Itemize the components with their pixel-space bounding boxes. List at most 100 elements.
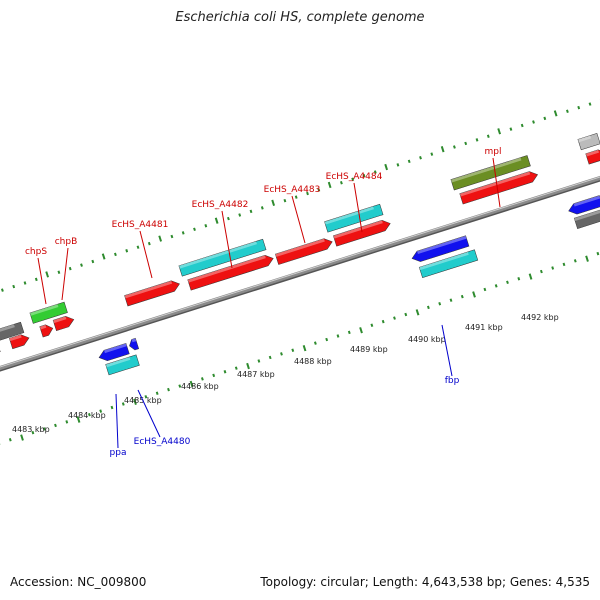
lower-minor-tick (212, 373, 216, 378)
gene-EcHS_A4482-cyan (178, 238, 267, 277)
lower-minor-tick (280, 352, 283, 356)
cds-EcHS_A4481-body (124, 280, 180, 307)
cds-ppa (98, 343, 130, 362)
scale-label: 4486 kbp (181, 382, 219, 391)
lower-minor-tick (494, 284, 498, 288)
upper-minor-tick (136, 245, 140, 249)
gene-gray-left-highlight (0, 324, 15, 339)
gene-label: EcHS_A4484 (326, 172, 383, 182)
backbone-line (0, 175, 600, 371)
upper-minor-tick (260, 206, 264, 210)
cds-right-highlight (585, 149, 599, 157)
gene-right-gray (573, 207, 600, 229)
lower-minor-tick (381, 319, 385, 324)
gene-label: mpl (485, 147, 502, 157)
lower-minor-tick (562, 262, 566, 267)
gene-right-lightgray-body (577, 133, 600, 151)
lower-minor-tick (313, 341, 317, 345)
upper-minor-tick (204, 223, 208, 228)
cds-EcHS_A4484-highlight (333, 220, 383, 239)
upper-minor-tick (396, 163, 400, 167)
upper-minor-tick (509, 127, 513, 131)
gene-right-lightgray (577, 133, 600, 151)
upper-minor-tick (306, 191, 309, 196)
label-leader (291, 195, 306, 244)
gene-labels: chpS chpB EcHS_A4481 EcHS_A4482 EcHS_A4483 Ec… (25, 147, 502, 458)
lower-minor-tick (268, 355, 272, 360)
cds-mpl-highlight (459, 171, 531, 197)
upper-minor-tick (170, 234, 174, 239)
upper-minor-tick (419, 156, 422, 160)
upper-minor-tick (294, 195, 298, 199)
cds-left-2 (8, 334, 30, 350)
lower-minor-tick (87, 412, 91, 417)
cds-right-blue (568, 195, 600, 215)
lower-minor-tick (404, 312, 408, 317)
upper-major-tick (440, 145, 445, 153)
upper-minor-tick (125, 249, 129, 253)
lower-minor-tick (110, 405, 114, 410)
cds-right-blue-body (568, 195, 600, 215)
lower-minor-tick (121, 402, 125, 406)
cds-EcHS_A4484-body (332, 220, 391, 247)
lower-minor-tick (325, 337, 329, 342)
lower-major-tick (189, 380, 194, 388)
lower-major-tick (76, 416, 81, 423)
gene-gray-left-body (0, 321, 25, 347)
lower-minor-tick (291, 348, 295, 353)
lower-minor-tick (483, 287, 487, 292)
lower-minor-tick (336, 334, 340, 338)
label-leader (137, 389, 161, 438)
gene-label: chpB (55, 237, 78, 247)
upper-minor-tick (23, 281, 27, 285)
upper-minor-tick (193, 227, 196, 232)
upper-minor-tick (430, 152, 434, 156)
scale-label: 4489 kbp (350, 345, 388, 354)
lower-minor-tick (551, 266, 555, 270)
upper-minor-tick (475, 138, 479, 142)
label-leader (139, 230, 153, 279)
cds-chpB (52, 316, 75, 332)
scale-label: 4492 kbp (521, 313, 559, 322)
gene-label: EcHS_A4480 (134, 437, 191, 447)
upper-minor-tick (464, 141, 468, 146)
lower-minor-tick (223, 370, 227, 374)
lower-minor-tick (460, 294, 464, 299)
upper-minor-tick (91, 259, 95, 264)
lower-major-tick (359, 327, 363, 334)
cds-fbp (411, 235, 470, 262)
upper-major-tick (214, 217, 219, 224)
lower-major-tick (302, 344, 307, 352)
lower-minor-tick (42, 427, 46, 431)
cds-chpS-body (39, 324, 54, 338)
label-leader (353, 182, 363, 233)
gene-fbp-cyan-body (418, 249, 479, 279)
gene-label: EcHS_A4483 (264, 185, 321, 195)
upper-minor-tick (373, 170, 377, 174)
lower-minor-tick (539, 269, 543, 274)
cds-EcHS_A4484 (332, 220, 391, 247)
gene-EcHS_A4484-cyan-highlight (324, 206, 374, 225)
gene-mpl-olive-body (450, 155, 531, 191)
cds-EcHS_A4481-highlight (124, 280, 173, 299)
lower-minor-tick (257, 359, 261, 363)
upper-minor-tick (68, 266, 72, 271)
upper-minor-tick (249, 209, 253, 214)
upper-minor-tick (12, 284, 16, 289)
gene-label: fbp (445, 376, 460, 386)
gene-EcHS_A4482-cyan-body (178, 238, 267, 277)
scale-label: 4487 kbp (237, 370, 275, 379)
upper-minor-tick (543, 116, 547, 121)
gene-label: ppa (110, 448, 127, 458)
cds-EcHS_A4480-body (129, 337, 140, 351)
cds-right-body (585, 149, 600, 165)
upper-minor-tick (486, 134, 490, 139)
genome-summary-text: Topology: circular; Length: 4,643,538 bp… (260, 575, 590, 589)
lower-minor-tick (506, 280, 509, 285)
lower-minor-tick (393, 316, 396, 320)
cds-ppa-body (98, 343, 130, 362)
gene-right-lightgray-highlight (577, 135, 592, 143)
upper-major-tick (271, 199, 276, 206)
gene-EcHS_A4482-cyan-highlight (178, 241, 257, 269)
